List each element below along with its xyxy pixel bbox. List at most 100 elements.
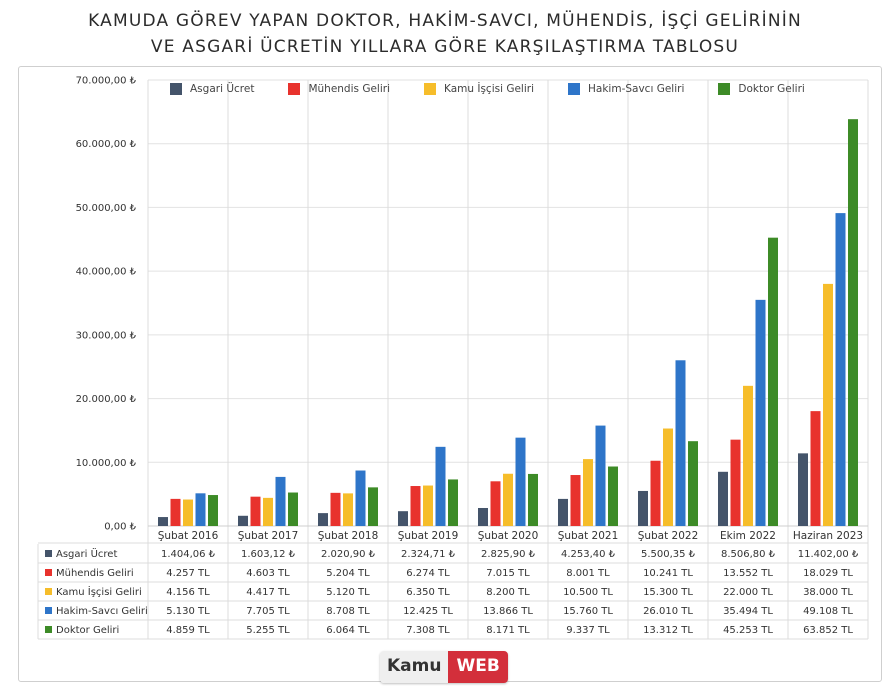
data-label: 4.859 TL	[166, 625, 210, 636]
data-label: 63.852 TL	[803, 625, 853, 636]
bar	[743, 385, 753, 526]
data-label: 7.015 TL	[486, 568, 530, 579]
bar	[343, 493, 353, 526]
y-tick-label: 0,00 ₺	[104, 522, 136, 533]
legend-label: Asgari Ücret	[190, 83, 255, 95]
y-tick-label: 60.000,00 ₺	[76, 139, 137, 150]
bar	[410, 486, 421, 526]
bar	[730, 439, 741, 526]
y-tick-label: 20.000,00 ₺	[76, 394, 137, 405]
bar	[650, 460, 661, 526]
bar	[608, 466, 618, 526]
legend-swatch	[170, 83, 182, 95]
x-tick-label: Şubat 2018	[318, 530, 379, 542]
logo-part-kamu: Kamu	[380, 651, 449, 683]
data-label: 2.324,71 ₺	[401, 549, 456, 560]
data-label: 12.425 TL	[403, 606, 453, 617]
data-label: 10.500 TL	[563, 587, 613, 598]
bar	[755, 299, 766, 526]
chart-title-line2: VE ASGARİ ÜCRETİN YILLARA GÖRE KARŞILAŞT…	[150, 37, 740, 57]
bar	[718, 471, 728, 526]
chart-title: KAMUDA GÖREV YAPAN DOKTOR, HAKİM-SAVCI, …	[0, 8, 890, 60]
data-label: 18.029 TL	[803, 568, 853, 579]
bar	[330, 492, 341, 526]
data-label: 7.705 TL	[246, 606, 290, 617]
data-label: 45.253 TL	[723, 625, 773, 636]
data-label: 10.241 TL	[643, 568, 693, 579]
data-label: 4.156 TL	[166, 587, 210, 598]
data-label: 6.274 TL	[406, 568, 450, 579]
data-label: 49.108 TL	[803, 606, 853, 617]
legend-label: Doktor Geliri	[738, 83, 805, 95]
data-label: 4.257 TL	[166, 568, 210, 579]
legend-swatch	[718, 83, 731, 95]
bar	[688, 441, 698, 526]
legend: Asgari Ücret Mühendis Geliri Kamu İşçisi G…	[170, 83, 839, 95]
data-label: 7.308 TL	[406, 625, 450, 636]
x-tick-label: Şubat 2017	[238, 530, 299, 542]
data-label: 2.825,90 ₺	[481, 549, 536, 560]
bar	[195, 493, 206, 526]
x-tick-label: Şubat 2022	[638, 530, 699, 542]
table-series-name: Hakim-Savcı Geliri	[56, 606, 148, 617]
bar	[263, 497, 273, 526]
table-series-name: Doktor Geliri	[56, 625, 119, 636]
bar	[208, 495, 218, 526]
bar	[398, 511, 408, 526]
bar	[288, 492, 298, 526]
data-label: 13.866 TL	[483, 606, 533, 617]
data-label: 8.708 TL	[326, 606, 370, 617]
legend-item: Asgari Ücret	[170, 83, 254, 95]
y-tick-label: 30.000,00 ₺	[76, 330, 137, 341]
table-legend-key	[45, 626, 52, 633]
data-label: 9.337 TL	[566, 625, 610, 636]
x-tick-label: Haziran 2023	[793, 530, 863, 542]
legend-label: Mühendis Geliri	[308, 83, 390, 95]
bar	[448, 479, 458, 526]
bar	[183, 499, 193, 526]
x-tick-label: Ekim 2022	[720, 530, 776, 542]
data-label: 11.402,00 ₺	[798, 549, 859, 560]
table-legend-key	[45, 569, 52, 576]
bar	[810, 411, 821, 526]
chart-title-line1: KAMUDA GÖREV YAPAN DOKTOR, HAKİM-SAVCI, …	[88, 11, 802, 31]
table-legend-key	[45, 550, 52, 557]
legend-label: Hakim-Savcı Geliri	[588, 83, 685, 95]
table-series-name: Mühendis Geliri	[56, 568, 134, 579]
table-legend-key	[45, 588, 52, 595]
bar	[595, 425, 606, 526]
data-label: 13.552 TL	[723, 568, 773, 579]
legend-item: Hakim-Savcı Geliri	[568, 83, 684, 95]
bar	[435, 446, 446, 526]
bar	[478, 507, 488, 526]
bar	[570, 475, 581, 526]
data-label: 15.760 TL	[563, 606, 613, 617]
bar	[158, 517, 168, 526]
bar	[583, 459, 593, 526]
data-label: 5.500,35 ₺	[641, 549, 696, 560]
legend-swatch	[288, 83, 301, 95]
y-tick-label: 70.000,00 ₺	[76, 76, 137, 87]
y-tick-label: 40.000,00 ₺	[76, 267, 137, 278]
data-label: 38.000 TL	[803, 587, 853, 598]
x-tick-label: Şubat 2021	[558, 530, 619, 542]
data-label: 4.603 TL	[246, 568, 290, 579]
data-label: 1.404,06 ₺	[161, 549, 216, 560]
data-label: 6.064 TL	[326, 625, 370, 636]
table-series-name: Asgari Ücret	[56, 547, 117, 560]
bar	[170, 498, 181, 526]
bar	[503, 473, 513, 526]
bar	[798, 453, 808, 526]
data-label: 4.417 TL	[246, 587, 290, 598]
legend-item: Doktor Geliri	[718, 83, 805, 95]
data-label: 8.200 TL	[486, 587, 530, 598]
data-label: 22.000 TL	[723, 587, 773, 598]
bar	[663, 428, 673, 526]
table-series-name: Kamu İşçisi Geliri	[56, 585, 142, 598]
bar	[823, 283, 833, 526]
bar	[318, 513, 328, 526]
data-label: 6.350 TL	[406, 587, 450, 598]
data-label: 8.506,80 ₺	[721, 549, 776, 560]
data-label: 8.001 TL	[566, 568, 610, 579]
bar	[768, 237, 778, 526]
